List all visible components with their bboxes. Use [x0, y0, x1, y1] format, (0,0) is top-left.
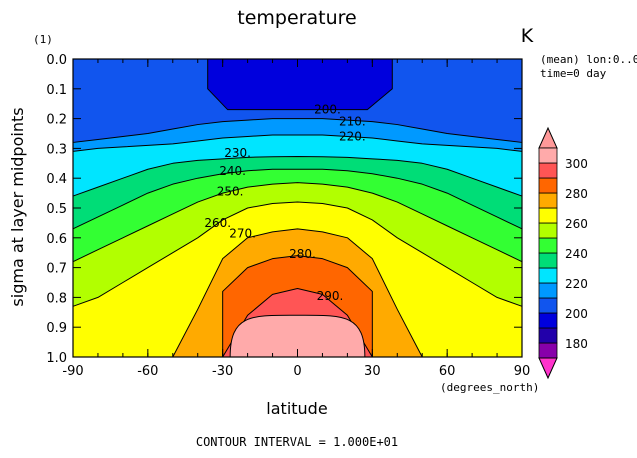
colorbar-swatch [538, 237, 558, 254]
contour-label-200: 200. [314, 103, 341, 117]
contour-label-290: 290. [317, 289, 344, 303]
colorbar-swatch [538, 207, 558, 224]
colorbar-swatch [538, 282, 558, 299]
band-300 [229, 314, 366, 358]
contour-label-230: 230. [224, 146, 251, 160]
y-tick-label: 0.1 [46, 83, 67, 98]
contour-label-260: 260. [204, 216, 231, 230]
colorbar-label: 300 [565, 157, 588, 171]
y-tick-label: 0.0 [46, 53, 67, 68]
colorbar-swatch [538, 192, 558, 209]
colorbar-swatch [538, 267, 558, 284]
colorbar-swatch [538, 147, 558, 164]
y-axis-title: sigma at layer midpoints [8, 107, 27, 306]
x-tick-label: -60 [137, 364, 158, 379]
colorbar-swatch [538, 297, 558, 314]
contour-label-280: 280. [289, 247, 316, 261]
y-tick-label: 0.3 [46, 142, 67, 157]
colorbar-swatch [538, 342, 558, 359]
x-tick-label: 0 [293, 364, 301, 379]
info-line-1: (mean) lon:0..0 [540, 53, 637, 66]
y-tick-label: 0.2 [46, 113, 67, 128]
band-200 [207, 58, 393, 111]
x-axis-title: latitude [266, 399, 327, 418]
y-tick-label: 0.8 [46, 291, 67, 306]
colorbar-top-arrow [538, 126, 558, 149]
colorbar-label: 200 [565, 307, 588, 321]
colorbar-label: 220 [565, 277, 588, 291]
contour-label-210: 210. [339, 115, 366, 129]
y-tick-label: 0.5 [46, 202, 67, 217]
contour-label-270: 270. [229, 226, 256, 240]
colorbar-label: 280 [565, 187, 588, 201]
colorbar: 180 200 220 240 260 280 300 [538, 126, 588, 380]
y-axis: 0.0 0.1 0.2 0.3 0.4 0.5 0.6 0.7 0.8 0.9 1.0 [46, 53, 522, 366]
contour-labels: 200.210.220. 230. 240. 250. 260.270. 280. 290. [204, 103, 366, 303]
colorbar-swatch [538, 312, 558, 329]
x-tick-label: 90 [514, 364, 531, 379]
x-tick-label: -90 [62, 364, 83, 379]
x-axis: -90 -60 -30 0 30 60 90 [62, 59, 530, 379]
colorbar-bottom-arrow [538, 357, 558, 380]
colorbar-label: 240 [565, 247, 588, 261]
y-tick-label: 0.9 [46, 321, 67, 336]
y-tick-label: 0.4 [46, 172, 67, 187]
colorbar-label: 260 [565, 217, 588, 231]
plot-area [72, 58, 523, 358]
contour-label-250: 250. [217, 185, 244, 199]
y-tick-label: 1.0 [46, 351, 67, 366]
info-line-2: time=0 day [540, 67, 607, 80]
chart-title: temperature [237, 7, 356, 29]
y-units-label: (1) [33, 33, 53, 46]
x-tick-label: 60 [439, 364, 456, 379]
x-tick-label: -30 [212, 364, 233, 379]
x-tick-label: 30 [364, 364, 381, 379]
colorbar-swatch [538, 222, 558, 239]
footer-contour-interval: CONTOUR INTERVAL = 1.000E+01 [196, 435, 398, 449]
y-tick-label: 0.6 [46, 232, 67, 247]
x-units-label: (degrees_north) [440, 381, 539, 394]
colorbar-swatch [538, 327, 558, 344]
y-tick-label: 0.7 [46, 262, 67, 277]
contour-label-220: 220. [339, 129, 366, 143]
colorbar-swatch [538, 252, 558, 269]
colorbar-label: 180 [565, 337, 588, 351]
contour-label-240: 240. [219, 164, 246, 178]
colorbar-swatch [538, 162, 558, 179]
colorbar-swatch [538, 177, 558, 194]
units-label: K [521, 25, 534, 47]
